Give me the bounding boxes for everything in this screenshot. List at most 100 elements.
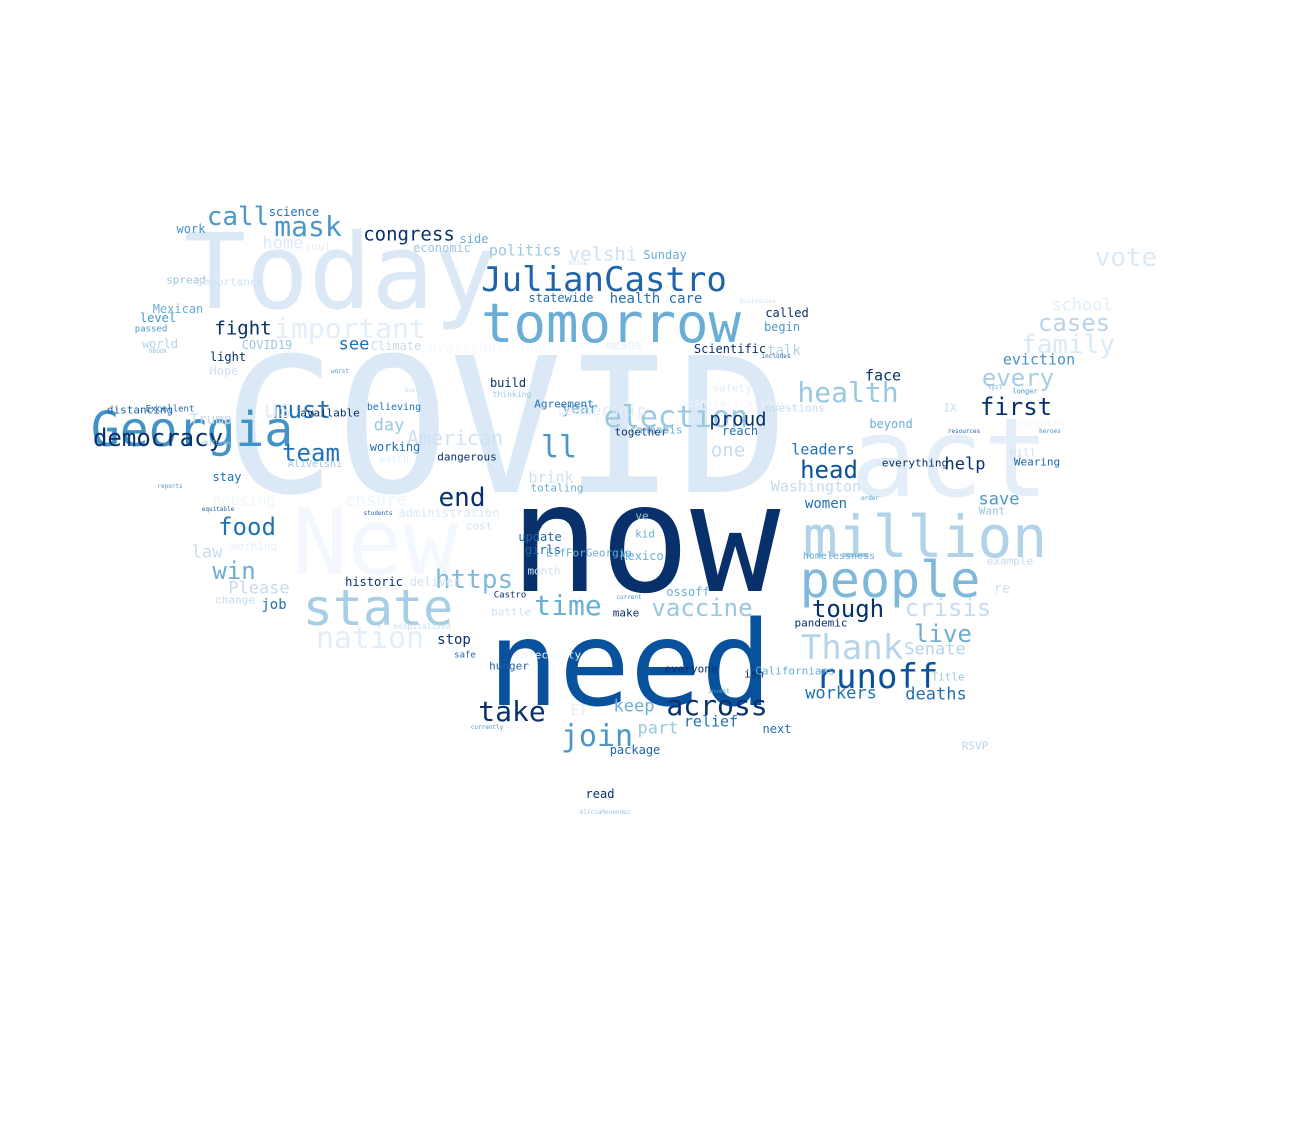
word-distancing: distancing [106,403,174,417]
word-et: safe [454,650,476,661]
word-students: children [201,440,231,447]
word-hope: Hope [209,364,239,378]
word-passed: passed [134,324,168,335]
word-please: Please [228,578,290,599]
word-country: country [1019,416,1067,430]
word-homelessness: homelessness [802,551,876,562]
word-need: need [487,595,773,733]
word-stop: stop [437,632,471,648]
word-act: act [850,394,1050,522]
word-health-care: health care [609,291,703,307]
word-win: win [212,557,256,585]
word-beyond: beyond [869,417,913,431]
word-senate: Senate [904,639,966,660]
word-mexican: Mexican [152,302,204,316]
word-see: see [338,334,370,355]
word-castro: Castro [493,590,527,601]
word-proud: proud [709,408,767,431]
word-isn: isn [744,667,764,681]
word-important: important [274,312,426,345]
word-ossoff: ossoff [666,585,710,599]
word-believing: believing [366,402,422,413]
word-us: us [263,395,293,423]
word-everything: everything [881,456,949,470]
word-people: people [799,551,981,609]
word-re: re [993,581,1011,597]
word-children: current [616,594,642,601]
word-mexico: Mexico [620,549,664,563]
word-cannabis: cannabis [629,423,683,437]
word-reports: worst [330,368,350,375]
word-home: home [262,233,304,254]
word-watch: watch [378,454,410,465]
word-package: package [609,743,661,757]
word-now: now [509,453,781,627]
word-state: state [302,579,454,637]
word-historic: historic [345,575,403,589]
word-new: New [291,489,459,596]
word-agreement: Agreement [534,397,594,411]
word-leaders: leaders [791,440,855,459]
word-soul: safety [712,381,752,395]
word-scientific: Scientific [693,342,767,356]
word-worst: box [404,387,416,394]
word-https: https [434,565,514,595]
word-resources: heroes [1039,428,1061,435]
word-trump: Trump [189,412,233,428]
word-elfforgeorgia: ElfForGeorgia [545,546,633,560]
word-runoff: runoff [815,657,939,697]
word-talk: talk [767,343,801,359]
word-statewide: statewide [528,291,594,305]
word-order: invest [708,688,730,695]
word-democracy: democracy [92,424,224,452]
word-velshi: velshi [568,243,638,266]
word-deaths: deaths [905,684,967,705]
word-save: save [978,489,1020,510]
word-called: called [765,306,809,320]
word-million: million [802,503,1048,571]
word-georgia: Georgia [90,402,294,458]
word-excellent: Excellent [145,404,195,415]
word-side: side [459,232,489,246]
word-tomorrow: tomorrow [480,292,742,355]
word-call: call [206,202,270,232]
word-hill: hill [1009,446,1037,460]
word-together: together [614,425,668,439]
word-longer: lyzl [987,384,1003,391]
word-first: first [979,393,1053,421]
word-ensure: ensure [345,490,407,511]
word-make: make [612,606,640,620]
word-family: family [1021,330,1115,360]
word-health: health [797,376,899,409]
word-brink: brink [528,468,574,487]
word-leadership: leadership [555,401,647,420]
word-face: face [864,366,902,385]
word-read: read [585,787,615,801]
word-dangerous: dangerous [437,450,497,464]
word-invest: currently [470,724,504,731]
word-stay: stay [212,470,242,484]
word-rsvp: RSVP [961,739,989,753]
word-means: means [605,338,643,352]
word-level: level [139,311,177,325]
word-washington: Washington [770,477,862,496]
word-includes: businesses [739,298,777,305]
word-school: school [1051,295,1113,316]
word-deliver: deliver [409,575,461,589]
word-californians: Californians [755,664,835,678]
word-hospitalized: reports [157,483,183,490]
word-ix: IX [943,401,957,415]
word-aliciamenendez: hospitalized [393,622,451,631]
word-workers: workers [805,683,877,704]
word-safety: hospitalizations [680,396,786,410]
word-part: part [637,718,679,739]
word-heroes: longer [1012,387,1038,396]
word-across: across [666,689,768,722]
word-questions: questions [765,401,825,415]
word-insecurity: insecurity [514,648,582,662]
word-hunger: hunger [489,659,529,673]
word-mask: mask [274,210,342,243]
word-cost: cost [465,519,493,533]
word-grassroots-donor: Grassroots Donor [428,341,564,357]
